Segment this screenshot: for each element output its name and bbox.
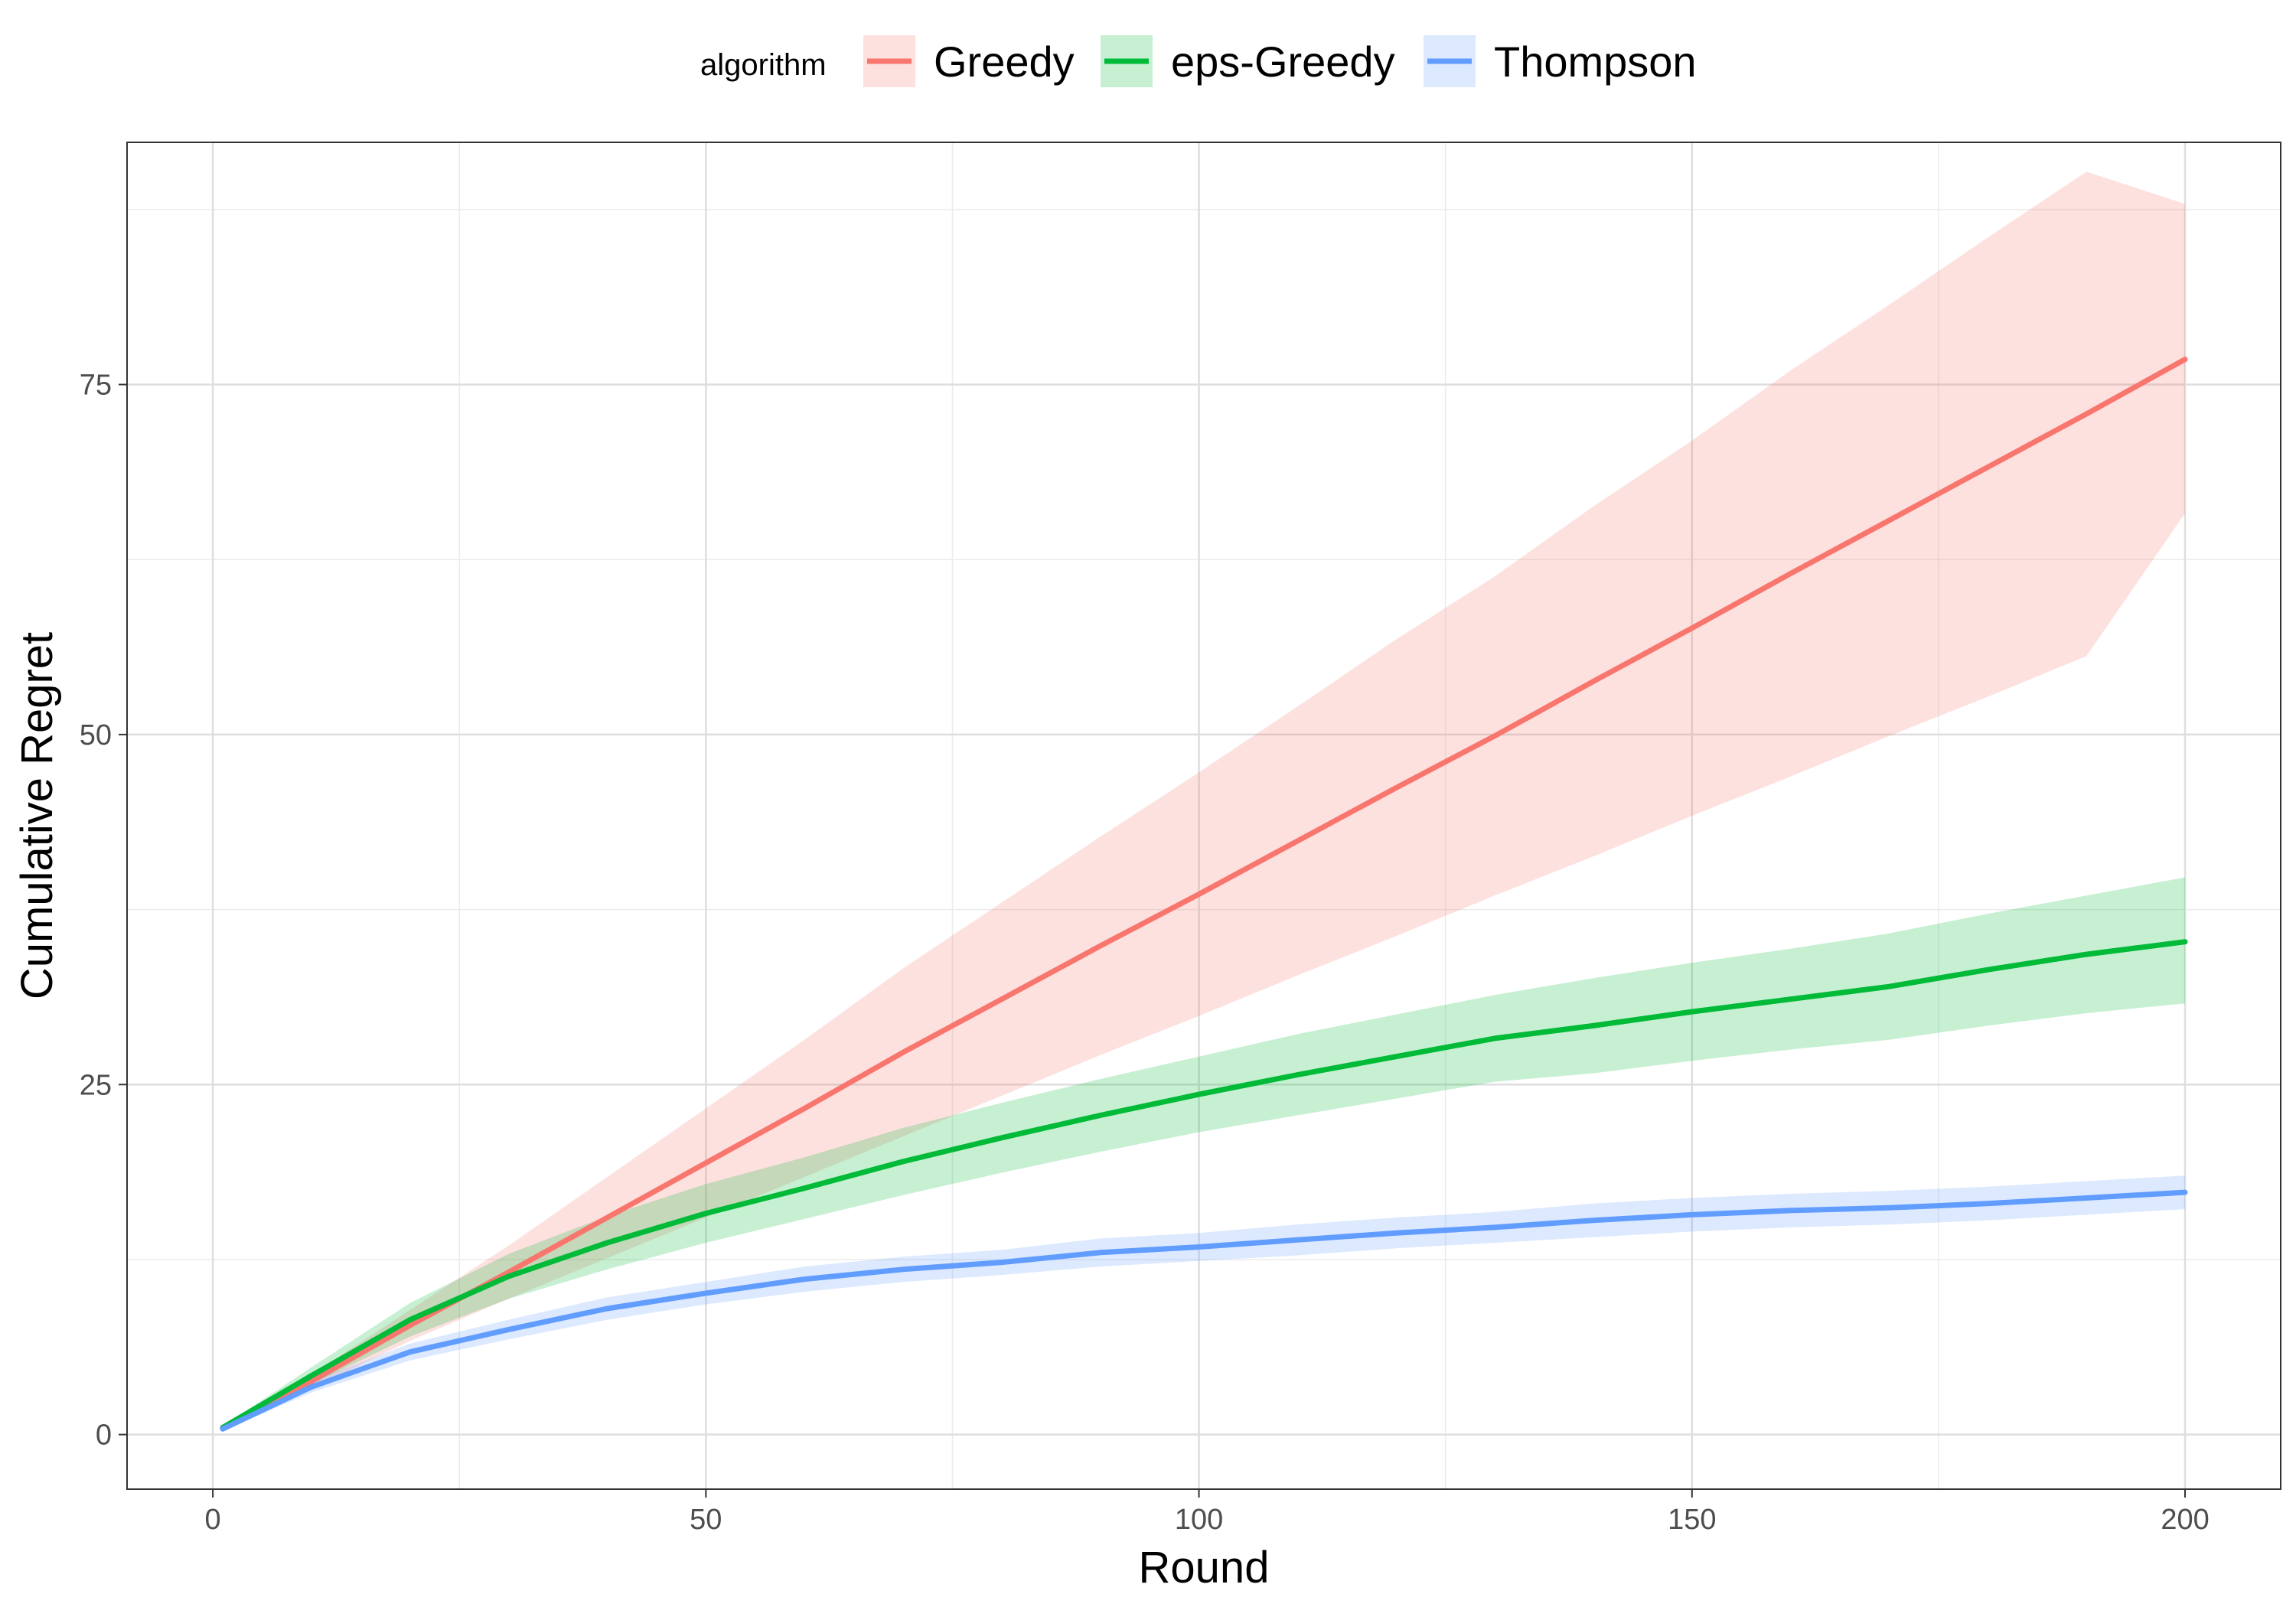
y-tick-label: 25 xyxy=(80,1069,112,1101)
x-axis-title: Round xyxy=(1139,1543,1270,1592)
series-lines xyxy=(220,357,2188,1432)
x-tick-label: 150 xyxy=(1668,1504,1716,1536)
greedy-line xyxy=(220,357,2188,1430)
legend: algorithm Greedy eps-Greedy Thompson xyxy=(700,35,1697,87)
panel-border xyxy=(126,142,2281,1490)
thompson-line xyxy=(220,1189,2188,1432)
minor-gridlines xyxy=(127,142,2281,1489)
greedy-ribbon xyxy=(223,171,2185,1429)
x-tick-label: 0 xyxy=(205,1504,221,1536)
x-tick-label: 200 xyxy=(2161,1504,2209,1536)
panel-background xyxy=(127,142,2281,1489)
legend-label-thompson: Thompson xyxy=(1494,37,1697,86)
y-tick-label: 0 xyxy=(96,1420,112,1452)
y-axis-title: Cumulative Regret xyxy=(12,632,62,999)
y-tick-label: 50 xyxy=(80,719,112,751)
plot-panel xyxy=(126,142,2281,1490)
y-tick-label: 75 xyxy=(80,370,112,402)
legend-label-greedy: Greedy xyxy=(934,37,1075,86)
y-axis: 0 25 50 75 xyxy=(80,370,127,1452)
eps-greedy-line xyxy=(220,939,2188,1430)
eps-greedy-ribbon xyxy=(223,877,2185,1429)
x-tick-label: 100 xyxy=(1175,1504,1223,1536)
legend-label-eps-greedy: eps-Greedy xyxy=(1171,37,1395,86)
major-gridlines xyxy=(127,142,2281,1489)
x-axis: 0 50 100 150 200 xyxy=(205,1489,2210,1536)
x-tick-label: 50 xyxy=(690,1504,722,1536)
legend-title: algorithm xyxy=(700,48,827,82)
